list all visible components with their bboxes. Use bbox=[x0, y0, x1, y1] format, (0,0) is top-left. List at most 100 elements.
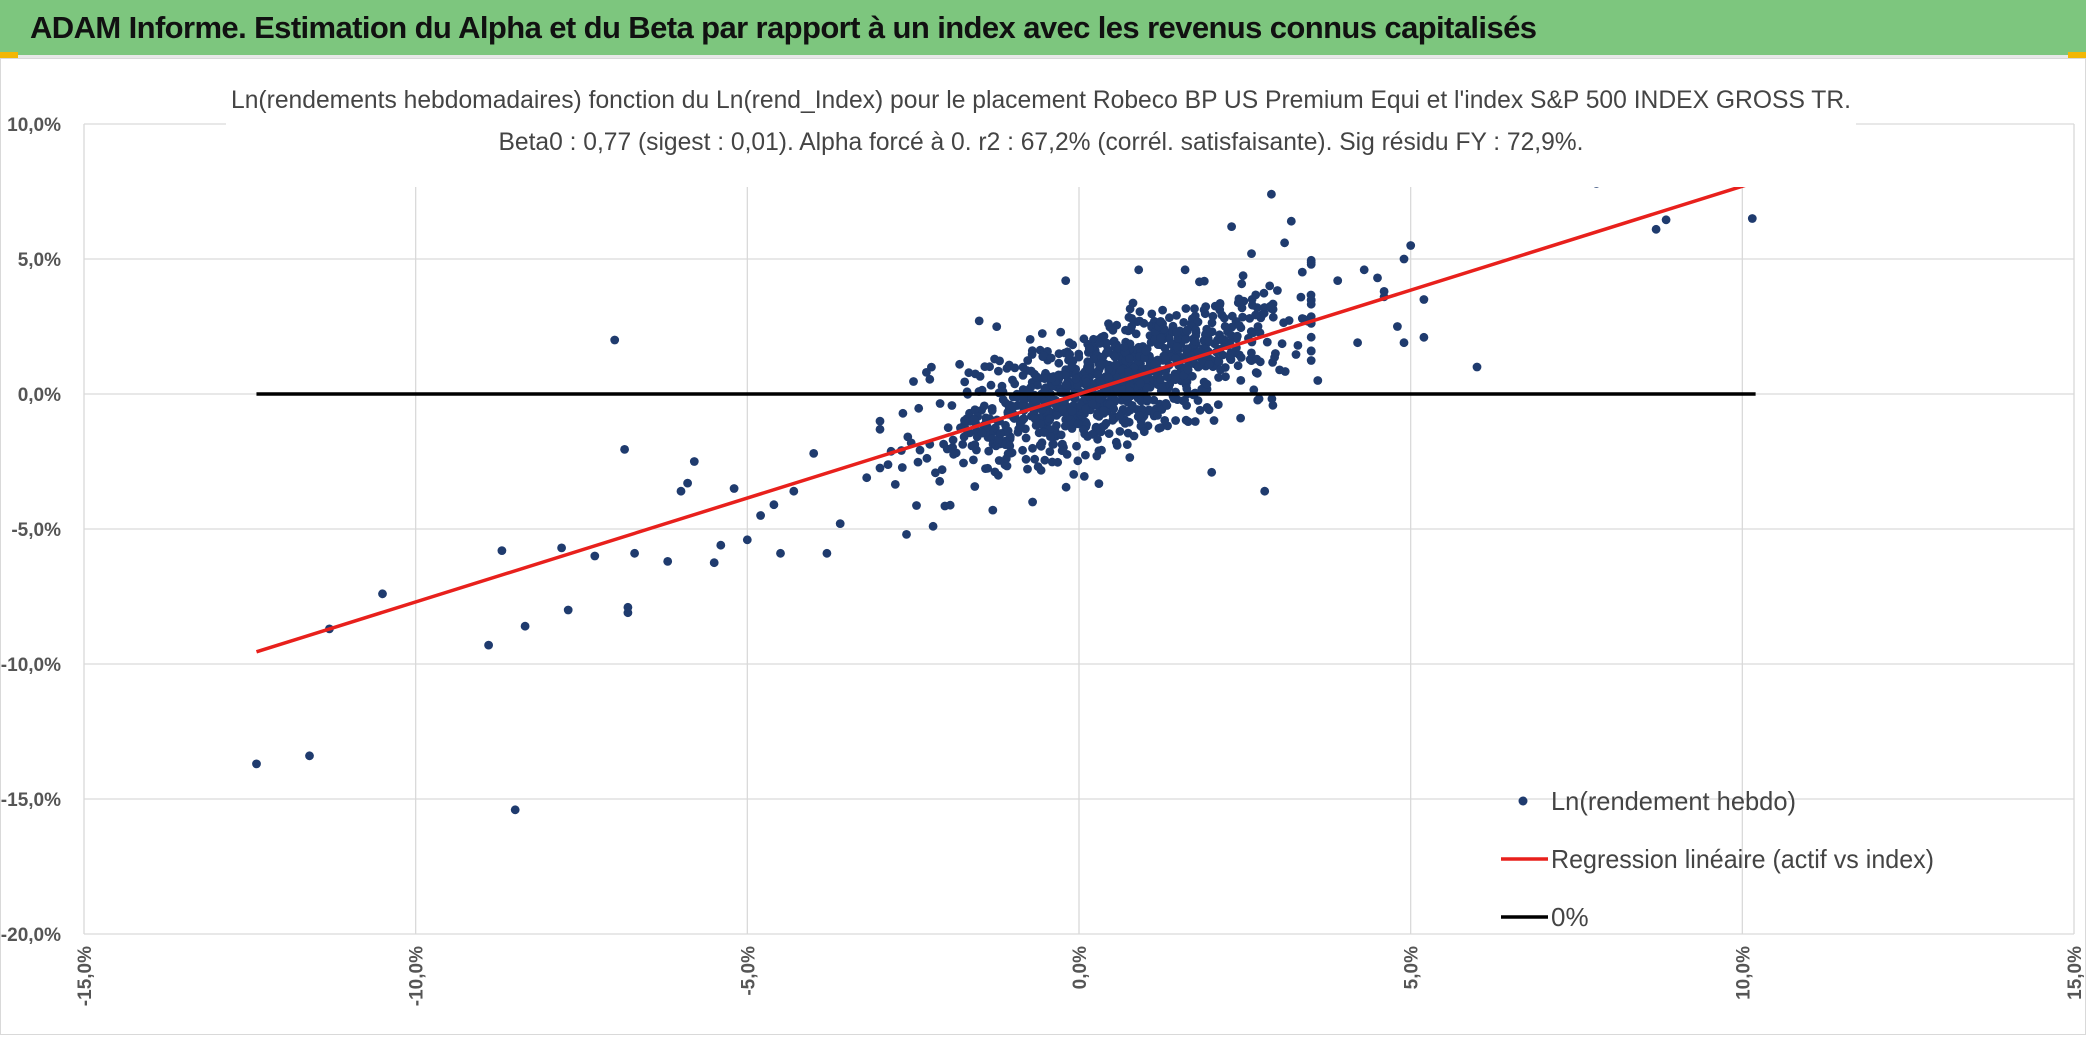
y-axis-ticks: 10,0% 5,0% 0,0% -5,0% -10,0% -15,0% -20,0% bbox=[1, 115, 61, 946]
scatter-point bbox=[1046, 353, 1056, 363]
scatter-point bbox=[305, 751, 314, 761]
scatter-point bbox=[1193, 317, 1203, 327]
scatter-point bbox=[992, 322, 1002, 331]
scatter-point bbox=[862, 473, 872, 483]
scatter-point bbox=[1135, 378, 1145, 388]
scatter-point bbox=[1018, 362, 1028, 372]
scatter-point bbox=[1313, 376, 1323, 385]
scatter-point bbox=[928, 521, 938, 531]
scatter-point bbox=[1023, 464, 1032, 474]
scatter-point bbox=[1160, 416, 1170, 425]
scatter-point bbox=[972, 445, 981, 455]
scatter-point bbox=[1021, 454, 1031, 464]
scatter-point bbox=[1266, 301, 1275, 311]
scatter-point bbox=[1214, 373, 1223, 382]
scatter-point bbox=[1651, 224, 1661, 234]
scatter-point bbox=[729, 484, 739, 493]
scatter-point bbox=[1208, 311, 1218, 321]
scatter-point bbox=[623, 602, 633, 612]
scatter-point bbox=[1333, 276, 1343, 285]
scatter-point bbox=[610, 335, 620, 345]
scatter-point bbox=[883, 460, 893, 469]
scatter-point bbox=[1060, 421, 1070, 431]
scatter-point bbox=[1115, 411, 1124, 421]
chart-title: Ln(rendements hebdomadaires) fonction du… bbox=[231, 86, 1851, 114]
scatter-point bbox=[1190, 304, 1199, 314]
scatter-point bbox=[1127, 314, 1137, 323]
scatter-point bbox=[1179, 318, 1189, 327]
scatter-point bbox=[1273, 286, 1282, 295]
scatter-point bbox=[1124, 367, 1133, 377]
x-tick-label: -15,0% bbox=[75, 946, 96, 1006]
scatter-point bbox=[1069, 470, 1079, 479]
scatter-point bbox=[484, 640, 493, 650]
scatter-point bbox=[925, 374, 935, 384]
scatter-point bbox=[1220, 313, 1229, 323]
scatter-point bbox=[986, 380, 996, 390]
regression-line bbox=[255, 180, 1757, 654]
scatter-point bbox=[835, 519, 845, 528]
scatter-point bbox=[1399, 254, 1409, 264]
page-title: ADAM Informe. Estimation du Alpha et du … bbox=[30, 10, 1537, 45]
scatter-point bbox=[716, 540, 726, 550]
scatter-point bbox=[1406, 241, 1416, 250]
scatter-point bbox=[1028, 497, 1037, 507]
scatter-point bbox=[1014, 424, 1024, 434]
scatter-point bbox=[1182, 344, 1192, 354]
scatter-point bbox=[756, 511, 765, 520]
scatter-point bbox=[984, 446, 994, 456]
scatter-point bbox=[676, 486, 686, 496]
scatter-point bbox=[497, 546, 507, 555]
scatter-point bbox=[948, 435, 958, 445]
y-tick-label: -5,0% bbox=[11, 520, 61, 541]
scatter-point bbox=[902, 530, 911, 539]
scatter-point bbox=[1030, 454, 1040, 464]
y-tick-label: 5,0% bbox=[18, 250, 61, 271]
scatter-point bbox=[1207, 318, 1217, 328]
chart-frame: -15,0% -10,0% -5,0% 0,0% 5,0% 10,0% 15,0% 10,0… bbox=[0, 58, 2086, 1035]
scatter-point bbox=[1419, 332, 1429, 342]
scatter-point bbox=[1033, 462, 1043, 472]
scatter-point bbox=[980, 362, 990, 371]
scatter-point bbox=[1204, 360, 1214, 369]
scatter-point bbox=[1265, 281, 1275, 291]
scatter-point bbox=[1172, 311, 1181, 320]
scatter-point bbox=[922, 453, 932, 463]
scatter-point bbox=[994, 366, 1003, 376]
scatter-point bbox=[1093, 370, 1103, 380]
header-banner: ADAM Informe. Estimation du Alpha et du … bbox=[0, 0, 2086, 58]
scatter-point bbox=[1079, 472, 1089, 481]
y-tick-label: 0,0% bbox=[18, 385, 61, 406]
scatter-point bbox=[1094, 412, 1104, 421]
scatter-point bbox=[1139, 427, 1149, 437]
scatter-point bbox=[1110, 352, 1120, 362]
scatter-point bbox=[1048, 439, 1058, 449]
scatter-point bbox=[1061, 276, 1071, 285]
scatter-point bbox=[1220, 322, 1230, 331]
scatter-point bbox=[520, 621, 530, 631]
scatter-point bbox=[1039, 351, 1049, 361]
scatter-point bbox=[947, 401, 957, 410]
scatter-point bbox=[378, 589, 387, 599]
scatter-point bbox=[1353, 338, 1362, 348]
scatter-point bbox=[1054, 370, 1063, 380]
y-tick-label: -15,0% bbox=[1, 790, 61, 811]
scatter-point bbox=[1291, 350, 1301, 359]
scatter-point bbox=[742, 535, 752, 545]
scatter-point bbox=[776, 548, 785, 558]
scatter-point bbox=[1064, 338, 1074, 347]
scatter-point bbox=[1095, 394, 1105, 404]
scatter-point bbox=[935, 399, 945, 408]
scatter-point bbox=[1306, 299, 1316, 309]
scatter-point bbox=[1060, 370, 1070, 380]
scatter-point bbox=[1419, 295, 1429, 304]
scatter-point bbox=[1095, 361, 1105, 371]
scatter-point bbox=[1373, 273, 1382, 283]
scatter-point bbox=[1252, 354, 1262, 364]
scatter-point bbox=[1127, 401, 1137, 410]
scatter-point bbox=[1071, 374, 1081, 384]
scatter-point bbox=[1094, 479, 1104, 488]
scatter-point bbox=[1238, 271, 1248, 281]
scatter-point bbox=[1027, 350, 1037, 359]
scatter-point bbox=[1472, 362, 1482, 372]
